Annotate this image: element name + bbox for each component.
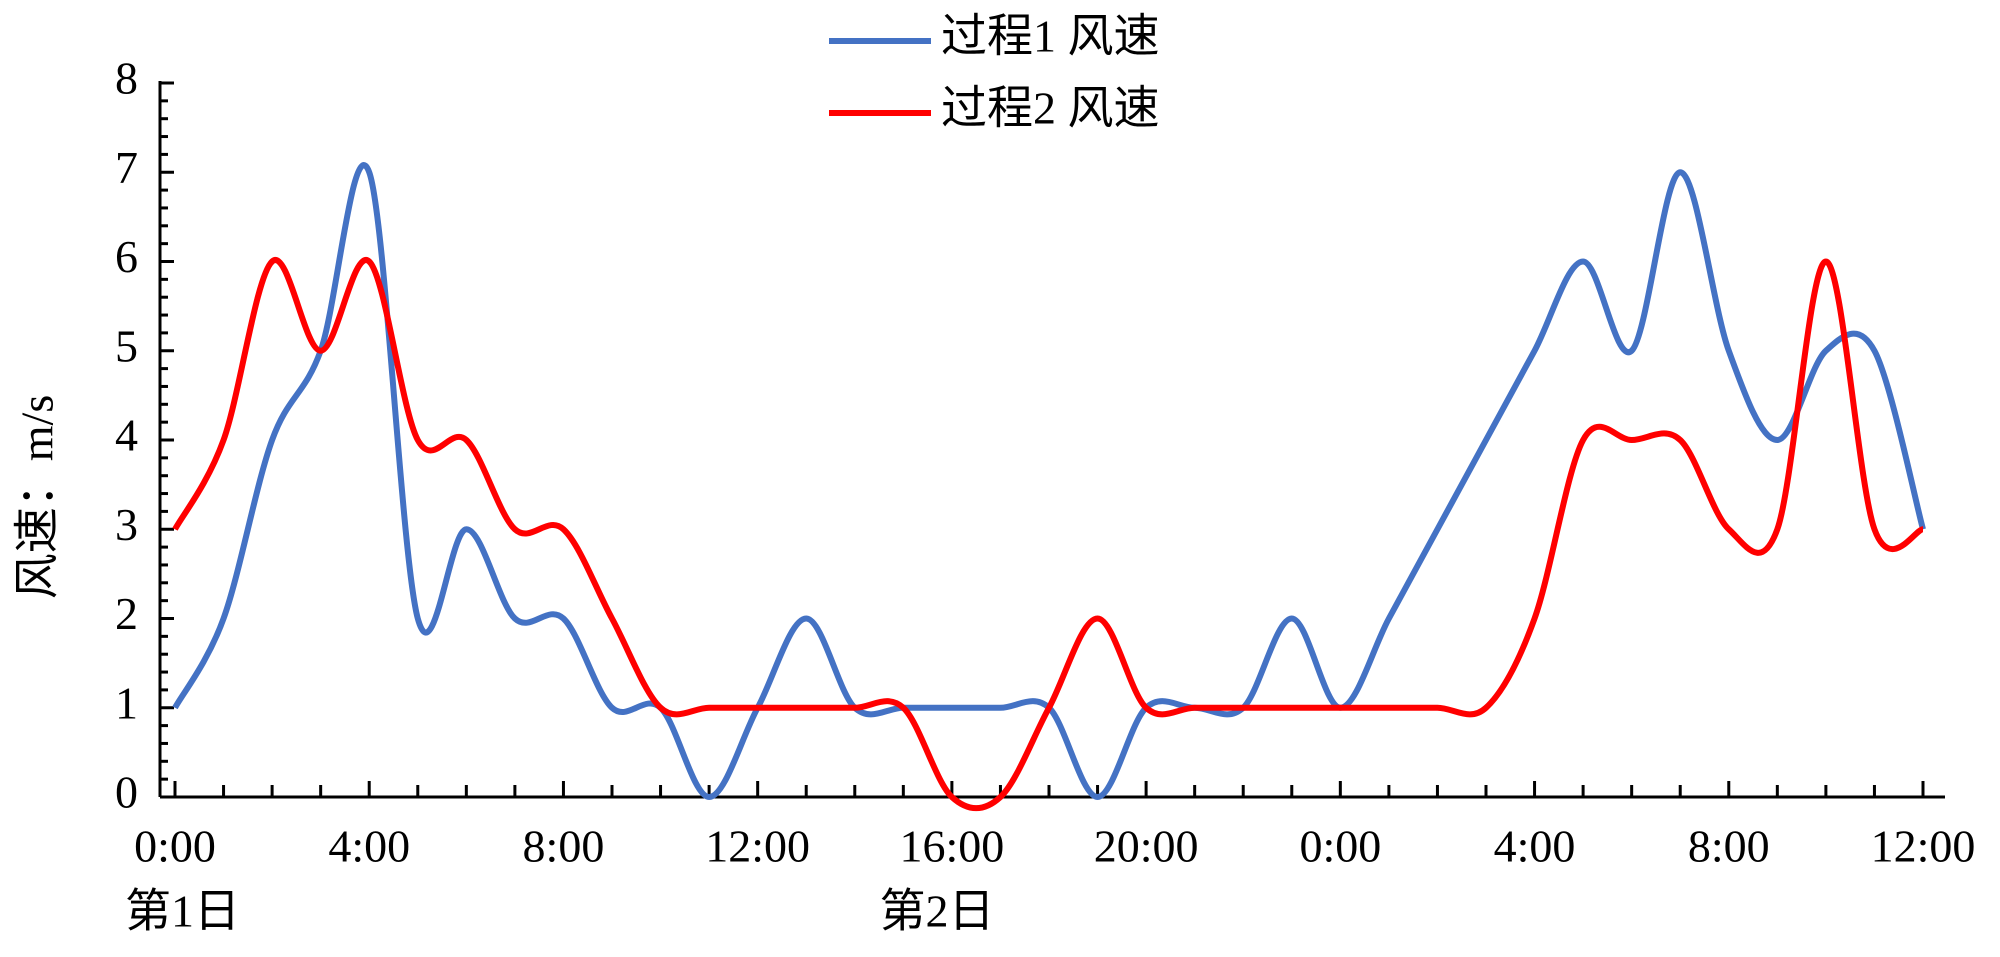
x-tick-label: 8:00: [1688, 821, 1770, 872]
series-line: [172, 162, 1926, 800]
y-tick-label: 7: [115, 142, 138, 193]
y-tick-label: 5: [115, 320, 138, 371]
x-tick-label: 0:00: [1299, 821, 1381, 872]
x-tick-label: 8:00: [523, 821, 605, 872]
x-tick-label: 0:00: [134, 821, 216, 872]
x-tick-label: 12:00: [705, 821, 810, 872]
y-tick-label: 3: [115, 499, 138, 550]
x-tick-label: 4:00: [328, 821, 410, 872]
day-label: 第2日: [880, 886, 995, 937]
y-tick-label: 2: [115, 588, 138, 639]
legend-label: 过程2 风速: [941, 83, 1160, 134]
y-tick-label: 6: [115, 231, 138, 282]
y-tick-label: 0: [115, 767, 138, 818]
y-tick-label: 8: [115, 53, 138, 104]
x-tick-label: 4:00: [1494, 821, 1576, 872]
x-tick-label: 12:00: [1871, 821, 1976, 872]
x-tick-label: 20:00: [1094, 821, 1199, 872]
legend-label: 过程1 风速: [941, 11, 1160, 62]
x-tick-label: 16:00: [899, 821, 1004, 872]
y-axis-label: 风速：m/s: [12, 395, 63, 599]
y-tick-label: 4: [115, 410, 138, 461]
series-line: [172, 257, 1925, 812]
y-tick-label: 1: [115, 677, 138, 728]
day-label: 第1日: [125, 886, 240, 937]
